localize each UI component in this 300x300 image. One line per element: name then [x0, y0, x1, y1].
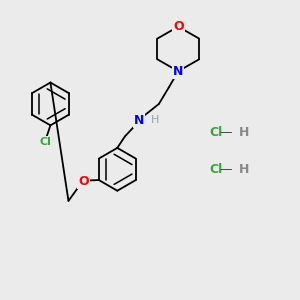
Text: O: O	[173, 20, 184, 33]
Text: N: N	[134, 114, 144, 127]
Text: H: H	[151, 115, 159, 125]
Text: H: H	[238, 163, 249, 176]
Text: —: —	[220, 126, 232, 139]
Text: Cl: Cl	[209, 126, 223, 139]
Text: Cl: Cl	[209, 163, 223, 176]
Text: Cl: Cl	[39, 137, 51, 147]
Text: H: H	[238, 126, 249, 139]
Text: —: —	[220, 163, 232, 176]
Text: O: O	[78, 175, 88, 188]
Text: N: N	[173, 65, 183, 78]
